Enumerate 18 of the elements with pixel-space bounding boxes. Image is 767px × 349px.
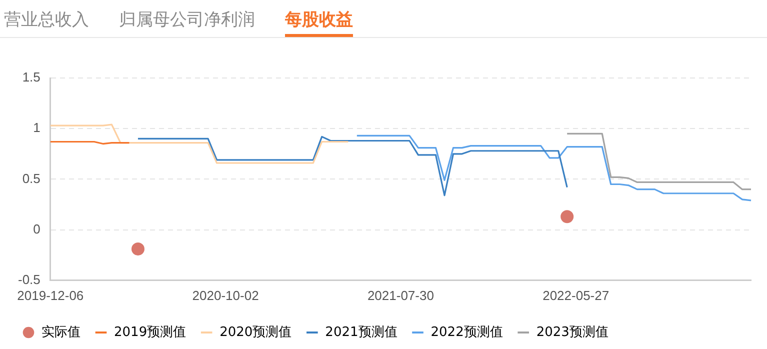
legend-label: 2022预测值 bbox=[430, 324, 503, 340]
x-tick-label: 2022-05-27 bbox=[542, 288, 610, 303]
text: 营业总收入 bbox=[4, 9, 89, 32]
x-tick-label: 2019-12-06 bbox=[17, 288, 84, 303]
legend-label: 2020预测值 bbox=[220, 324, 292, 340]
x-tick-label: 2020-10-02 bbox=[192, 288, 259, 303]
y-tick-label: 1 bbox=[33, 120, 40, 136]
legend-label: 2021预测值 bbox=[325, 324, 398, 340]
y-tick-label: 0 bbox=[33, 221, 40, 236]
legend-label: 实际值 bbox=[42, 324, 80, 340]
y-tick-label: 0.5 bbox=[22, 170, 40, 186]
legend-label: 2019预测值 bbox=[114, 324, 186, 340]
text: 每股收益 bbox=[285, 8, 353, 37]
y-tick-label: 1.5 bbox=[22, 70, 40, 85]
y-tick-label: -0.5 bbox=[18, 272, 40, 287]
x-tick-label: 2021-07-30 bbox=[367, 288, 434, 303]
text: 归属母公司净利润 bbox=[119, 9, 255, 32]
legend-label: 2023预测值 bbox=[536, 324, 608, 340]
